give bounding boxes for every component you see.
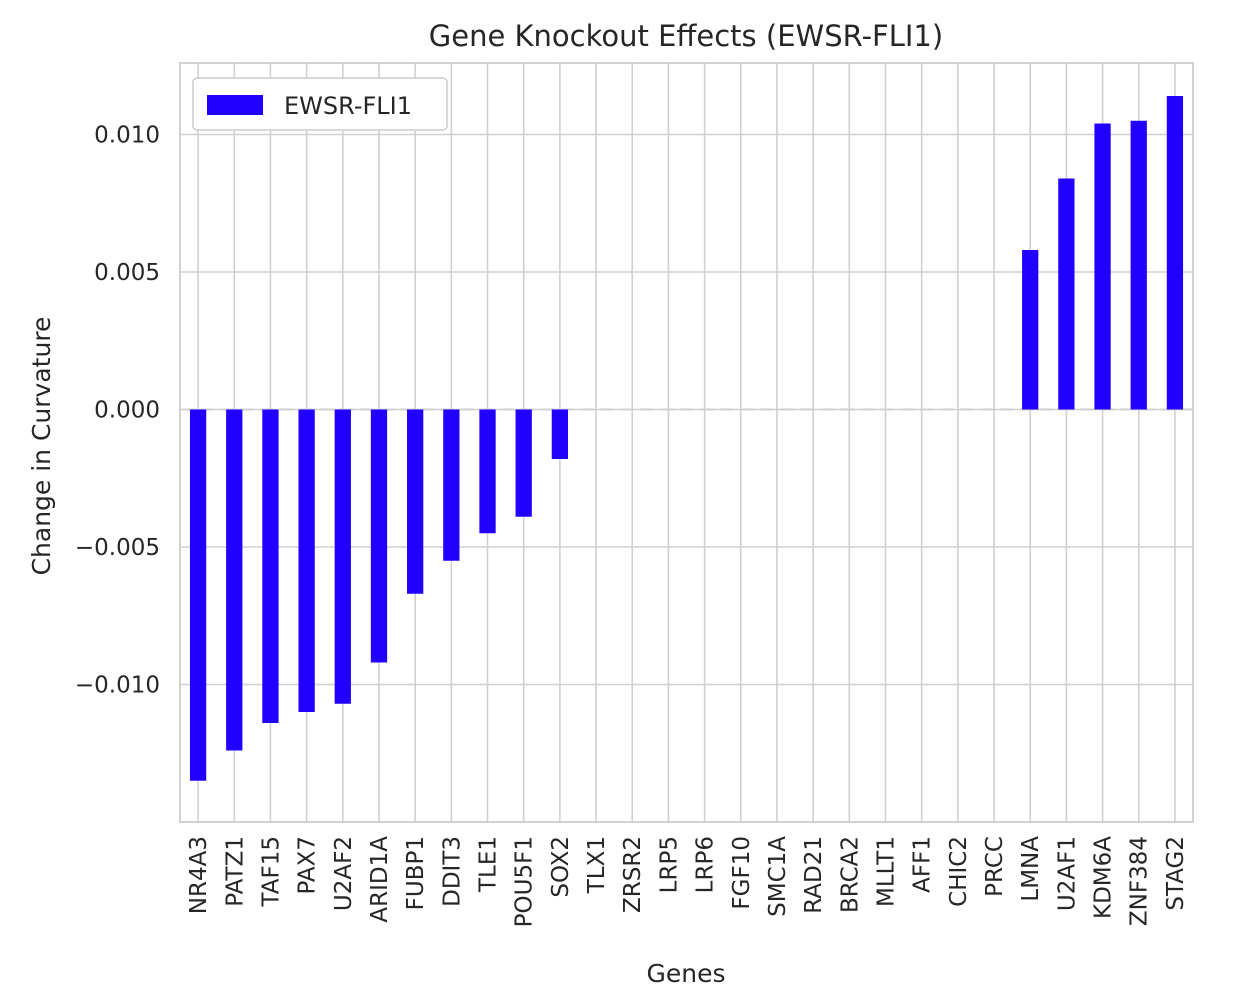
bar bbox=[515, 409, 532, 517]
x-tick-label: FGF10 bbox=[729, 836, 755, 910]
x-tick-label: ZRSR2 bbox=[620, 836, 646, 913]
bar bbox=[1058, 178, 1075, 410]
legend-swatch bbox=[207, 95, 263, 115]
y-axis-label: Change in Curvature bbox=[27, 317, 56, 576]
x-tick-label: LRP5 bbox=[656, 836, 682, 893]
x-tick-label: NR4A3 bbox=[186, 836, 212, 914]
x-axis-ticks: NR4A3 PATZ1 TAF15 PAX7 U2AF2 ARID1A FUBP1 DDIT3… bbox=[186, 836, 1189, 928]
bar bbox=[189, 409, 207, 781]
bar bbox=[551, 409, 569, 459]
x-tick-label: CHIC2 bbox=[946, 836, 972, 907]
y-tick-label: 0.000 bbox=[94, 398, 160, 424]
y-axis-ticks: 0.010 0.005 0.000 −0.005 −0.010 bbox=[75, 123, 160, 699]
x-tick-label: STAG2 bbox=[1163, 836, 1189, 911]
x-tick-label: ZNF384 bbox=[1127, 836, 1153, 926]
y-tick-label: −0.005 bbox=[75, 535, 160, 561]
x-tick-label: SOX2 bbox=[548, 836, 574, 898]
x-tick-label: U2AF1 bbox=[1054, 836, 1080, 911]
bar bbox=[479, 409, 496, 534]
x-tick-label: ARID1A bbox=[367, 836, 393, 923]
bars bbox=[189, 96, 1184, 781]
bar bbox=[370, 409, 388, 663]
x-tick-label: PAX7 bbox=[295, 836, 321, 895]
x-tick-label: LMNA bbox=[1018, 836, 1044, 902]
bar bbox=[1094, 123, 1111, 410]
y-tick-label: −0.010 bbox=[75, 673, 160, 699]
x-tick-label: POU5F1 bbox=[512, 836, 538, 927]
x-tick-label: PATZ1 bbox=[222, 836, 248, 907]
x-tick-label: SMC1A bbox=[765, 836, 791, 917]
chart-title: Gene Knockout Effects (EWSR-FLI1) bbox=[429, 19, 943, 53]
x-tick-label: MLLT1 bbox=[873, 836, 899, 907]
x-tick-label: BRCA2 bbox=[837, 836, 863, 913]
x-tick-label: TLE1 bbox=[476, 836, 502, 893]
x-tick-label: RAD21 bbox=[801, 836, 827, 914]
y-tick-label: 0.010 bbox=[94, 123, 160, 149]
x-tick-label: AFF1 bbox=[910, 836, 936, 893]
bar bbox=[334, 409, 351, 704]
bar bbox=[407, 409, 424, 594]
bar bbox=[1022, 250, 1039, 410]
x-tick-label: FUBP1 bbox=[403, 836, 429, 910]
legend-label: EWSR-FLI1 bbox=[284, 92, 412, 120]
legend: EWSR-FLI1 bbox=[192, 77, 448, 131]
bar bbox=[262, 409, 279, 723]
x-tick-label: LRP6 bbox=[693, 836, 719, 893]
bar bbox=[443, 409, 460, 561]
bar bbox=[1130, 120, 1147, 410]
x-axis-label: Genes bbox=[646, 959, 725, 988]
bar bbox=[226, 409, 243, 751]
x-tick-label: PRCC bbox=[982, 836, 1008, 897]
x-tick-label: U2AF2 bbox=[331, 836, 357, 911]
x-tick-label: TLX1 bbox=[584, 836, 610, 894]
plot-frame bbox=[179, 62, 1194, 823]
grid bbox=[180, 63, 1193, 822]
x-tick-label: KDM6A bbox=[1091, 836, 1117, 919]
x-tick-label: TAF15 bbox=[258, 836, 284, 908]
bar bbox=[298, 409, 315, 712]
bar bbox=[1166, 96, 1184, 410]
x-tick-label: DDIT3 bbox=[439, 836, 465, 907]
legend-box bbox=[192, 77, 448, 131]
y-tick-label: 0.005 bbox=[94, 260, 160, 286]
